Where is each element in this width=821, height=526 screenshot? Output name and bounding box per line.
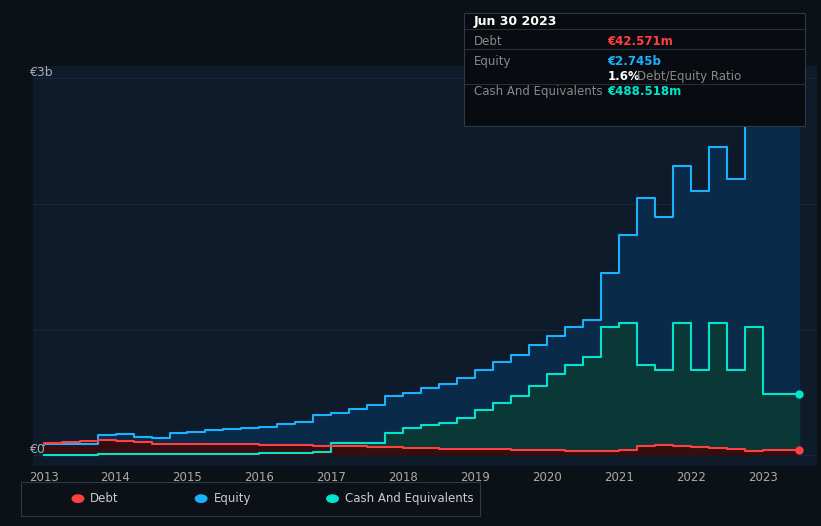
Text: Cash And Equivalents: Cash And Equivalents	[474, 85, 603, 98]
Text: Equity: Equity	[213, 492, 251, 505]
Text: €3b: €3b	[29, 66, 53, 79]
Text: Equity: Equity	[474, 55, 511, 68]
Text: Debt/Equity Ratio: Debt/Equity Ratio	[637, 69, 741, 83]
Text: €0: €0	[29, 442, 45, 456]
Text: Debt: Debt	[474, 35, 502, 48]
Text: Jun 30 2023: Jun 30 2023	[474, 15, 557, 28]
Text: €2.745b: €2.745b	[608, 55, 662, 68]
Text: Debt: Debt	[90, 492, 119, 505]
Text: 1.6%: 1.6%	[608, 69, 640, 83]
Text: Cash And Equivalents: Cash And Equivalents	[345, 492, 474, 505]
Text: €488.518m: €488.518m	[608, 85, 681, 98]
Text: €42.571m: €42.571m	[608, 35, 673, 48]
